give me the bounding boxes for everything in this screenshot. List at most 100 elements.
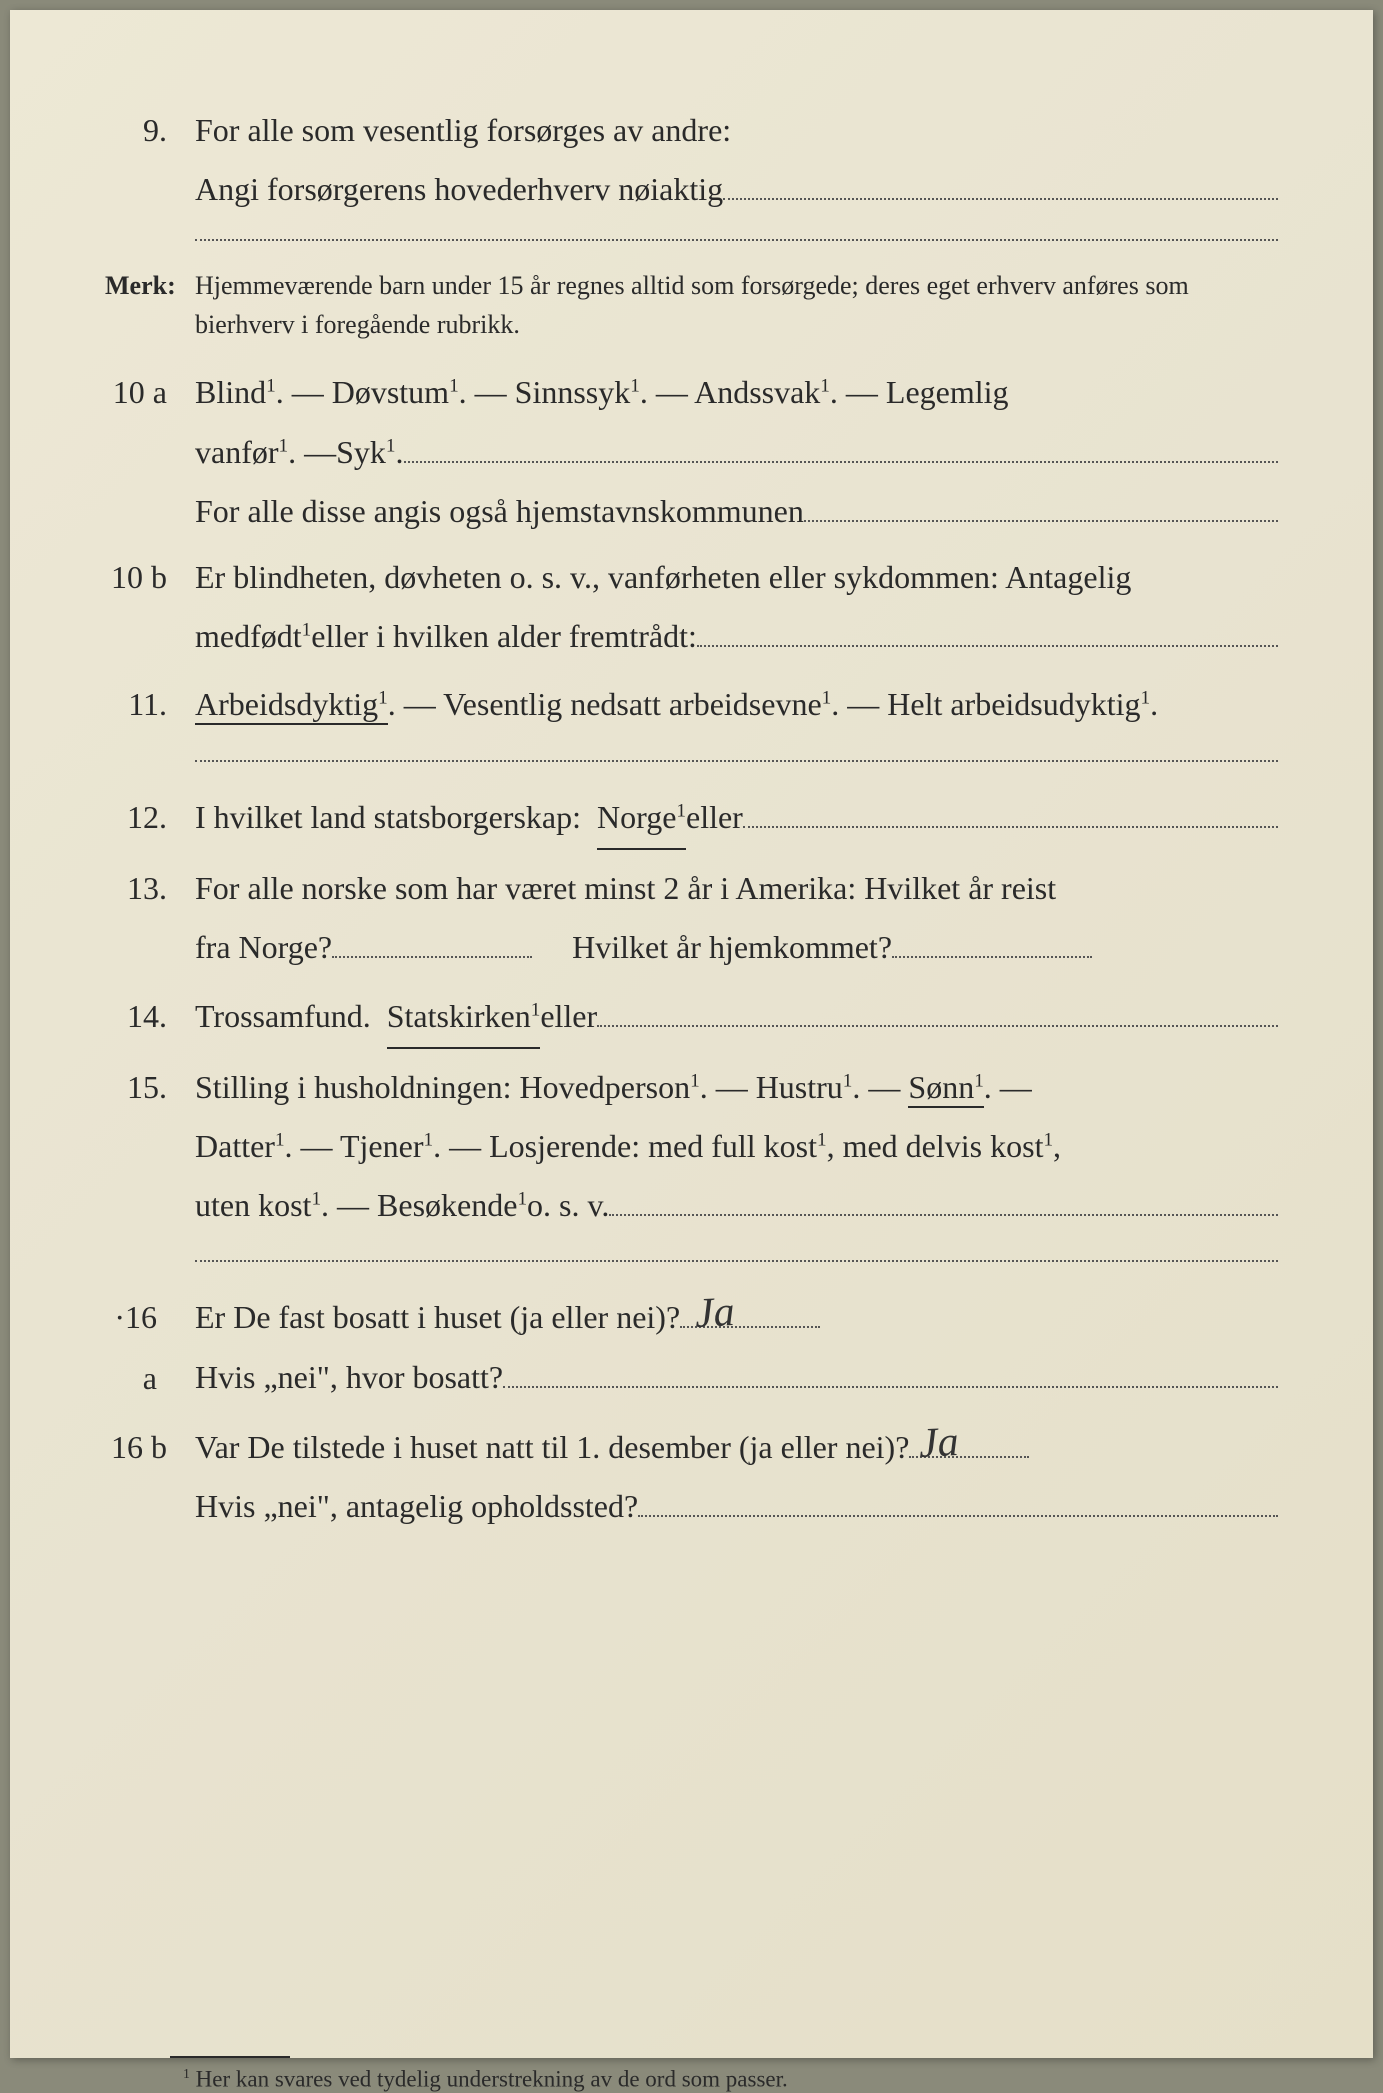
question-10b: 10 b Er blindheten, døvheten o. s. v., v… xyxy=(105,547,1278,666)
question-14-content: Trossamfund. Statskirken1 eller xyxy=(195,987,1278,1049)
opt-medfodt[interactable]: medfødt1 xyxy=(195,607,311,666)
question-number-16a: ·16 a xyxy=(95,1287,185,1409)
question-number-12: 12. xyxy=(105,787,195,848)
q15-prefix: Stilling i husholdningen: Hovedperson1 xyxy=(195,1069,700,1105)
handwritten-answer-16b: Ja xyxy=(917,1404,961,1484)
question-16b-content: Var De tilstede i huset natt til 1. dese… xyxy=(195,1418,1278,1536)
footnote-sup: 1 xyxy=(183,2066,190,2081)
blank-fill-10a-2[interactable] xyxy=(804,487,1278,522)
blank-fill-13a[interactable] xyxy=(332,923,532,958)
q16b-text2: Hvis „nei", antagelig opholdssted? xyxy=(195,1477,638,1536)
opt-losj[interactable]: . — Losjerende: med full kost1 xyxy=(433,1128,827,1164)
question-10a-line2: vanfør1. — Syk1. xyxy=(195,423,1278,482)
blank-fill-10b[interactable] xyxy=(697,612,1278,647)
q14-mid: eller xyxy=(540,987,597,1046)
question-16a-line2: Hvis „nei", hvor bosatt? xyxy=(195,1348,1278,1407)
question-15-content: Stilling i husholdningen: Hovedperson1. … xyxy=(195,1058,1278,1236)
question-9-line2-text: Angi forsørgerens hovederhverv nøiaktig xyxy=(195,160,723,219)
q16a-text: Er De fast bosatt i huset (ja eller nei)… xyxy=(195,1288,680,1347)
blank-fill-15[interactable] xyxy=(609,1181,1278,1216)
separator-after-15 xyxy=(195,1260,1278,1262)
question-16b-line1: Var De tilstede i huset natt til 1. dese… xyxy=(195,1418,1278,1477)
question-10a: 10 a Blind1. — Døvstum1. — Sinnssyk1. — … xyxy=(105,362,1278,541)
question-number-16b: 16 b xyxy=(105,1417,195,1478)
q15-osv: o. s. v. xyxy=(527,1176,609,1235)
opt-datter[interactable]: Datter1 xyxy=(195,1128,285,1164)
question-10a-line3-text: For alle disse angis også hjemstavnskomm… xyxy=(195,482,804,541)
opt-tjener[interactable]: . — Tjener1 xyxy=(285,1128,434,1164)
opt-uten[interactable]: uten kost1 xyxy=(195,1176,321,1235)
opt-blind[interactable]: Blind1 xyxy=(195,374,276,410)
blank-fill-14[interactable] xyxy=(597,991,1278,1026)
opt-legemlig[interactable]: Legemlig xyxy=(886,374,1009,410)
question-11-content: Arbeidsdyktig1. — Vesentlig nedsatt arbe… xyxy=(195,675,1278,734)
question-9: 9. For alle som vesentlig forsørges av a… xyxy=(105,100,1278,219)
question-13-line1: For alle norske som har været minst 2 år… xyxy=(195,859,1278,918)
opt-vanfor[interactable]: vanfør1 xyxy=(195,423,288,482)
question-16a-content: Er De fast bosatt i huset (ja eller nei)… xyxy=(195,1288,1278,1406)
separator-after-9 xyxy=(195,239,1278,241)
opt-sonn-selected[interactable]: Sønn1 xyxy=(908,1069,983,1108)
separator-after-11 xyxy=(195,760,1278,762)
opt-hustru[interactable]: . — Hustru1 xyxy=(700,1069,853,1105)
question-10b-line1: Er blindheten, døvheten o. s. v., vanfør… xyxy=(195,548,1278,607)
footnote-text: Her kan svares ved tydelig understreknin… xyxy=(196,2067,788,2092)
question-15-line1: Stilling i husholdningen: Hovedperson1. … xyxy=(195,1058,1278,1117)
question-number-10b: 10 b xyxy=(105,547,195,608)
opt-besok[interactable]: . — Besøkende1 xyxy=(321,1176,527,1235)
opt-norge-selected[interactable]: Norge1 xyxy=(597,788,686,850)
q12-prefix: I hvilket land statsborgerskap: xyxy=(195,788,581,847)
q12-mid: eller xyxy=(686,788,743,847)
census-form-page: 9. For alle som vesentlig forsørges av a… xyxy=(10,10,1373,2058)
blank-fill-12[interactable] xyxy=(743,793,1278,828)
q13-a: fra Norge? xyxy=(195,918,332,977)
blank-fill-16a-1[interactable]: Ja xyxy=(680,1293,820,1328)
question-9-line1: For alle som vesentlig forsørges av andr… xyxy=(195,101,1278,160)
question-number-13: 13. xyxy=(105,858,195,919)
opt-delvis[interactable]: , med delvis kost1 xyxy=(827,1128,1053,1164)
q14-prefix: Trossamfund. xyxy=(195,987,371,1046)
q13-b: Hvilket år hjemkommet? xyxy=(572,918,892,977)
question-15-line2: Datter1. — Tjener1. — Losjerende: med fu… xyxy=(195,1117,1278,1176)
opt-andssvak[interactable]: Andssvak1 xyxy=(694,374,830,410)
question-10a-options: Blind1. — Døvstum1. — Sinnssyk1. — Andss… xyxy=(195,363,1278,422)
blank-fill-10a-1[interactable] xyxy=(404,427,1279,462)
question-13-content: For alle norske som har været minst 2 år… xyxy=(195,859,1278,977)
q16b-text: Var De tilstede i huset natt til 1. dese… xyxy=(195,1418,909,1477)
opt-sinnssyk[interactable]: Sinnssyk1 xyxy=(515,374,640,410)
blank-fill-9[interactable] xyxy=(723,165,1278,200)
opt-statskirken-selected[interactable]: Statskirken1 xyxy=(387,987,541,1049)
question-10b-content: Er blindheten, døvheten o. s. v., vanfør… xyxy=(195,548,1278,666)
question-10b-line2: medfødt1 eller i hvilken alder fremtrådt… xyxy=(195,607,1278,666)
question-10a-line3: For alle disse angis også hjemstavnskomm… xyxy=(195,482,1278,541)
question-9-content: For alle som vesentlig forsørges av andr… xyxy=(195,101,1278,219)
question-number-9: 9. xyxy=(105,100,195,161)
merk-row: Merk: Hjemmeværende barn under 15 år reg… xyxy=(105,261,1278,344)
blank-fill-13b[interactable] xyxy=(892,923,1092,958)
question-15-line3: uten kost1. — Besøkende1 o. s. v. xyxy=(195,1176,1278,1235)
question-number-11: 11. xyxy=(105,674,195,735)
question-number-10a: 10 a xyxy=(105,362,195,423)
q11-end: . — Helt arbeidsudyktig1 xyxy=(831,686,1150,722)
question-15: 15. Stilling i husholdningen: Hovedperso… xyxy=(105,1057,1278,1236)
footnote: 1 Her kan svares ved tydelig understrekn… xyxy=(183,2066,1278,2093)
footnote-separator xyxy=(170,2056,290,2058)
question-number-15: 15. xyxy=(105,1057,195,1118)
opt-syk[interactable]: Syk1. xyxy=(336,423,403,482)
question-16b-line2: Hvis „nei", antagelig opholdssted? xyxy=(195,1477,1278,1536)
question-16a-line1: Er De fast bosatt i huset (ja eller nei)… xyxy=(195,1288,1278,1347)
question-10a-content: Blind1. — Døvstum1. — Sinnssyk1. — Andss… xyxy=(195,363,1278,541)
question-number-14: 14. xyxy=(105,986,195,1047)
blank-fill-16b-2[interactable] xyxy=(638,1482,1278,1517)
question-16b: 16 b Var De tilstede i huset natt til 1.… xyxy=(105,1417,1278,1536)
opt-dovstum[interactable]: Døvstum1 xyxy=(332,374,459,410)
question-14: 14. Trossamfund. Statskirken1 eller xyxy=(105,986,1278,1049)
blank-fill-16b-1[interactable]: Ja xyxy=(909,1423,1029,1458)
opt-arbeidsdyktig-selected[interactable]: Arbeidsdyktig1 xyxy=(195,686,388,725)
blank-fill-16a-2[interactable] xyxy=(503,1352,1278,1387)
question-12-content: I hvilket land statsborgerskap: Norge1 e… xyxy=(195,788,1278,850)
question-13: 13. For alle norske som har været minst … xyxy=(105,858,1278,977)
question-13-line2: fra Norge? Hvilket år hjemkommet? xyxy=(195,918,1278,977)
question-10b-mid: eller i hvilken alder fremtrådt: xyxy=(311,607,697,666)
handwritten-answer-16a: Ja xyxy=(693,1274,737,1354)
